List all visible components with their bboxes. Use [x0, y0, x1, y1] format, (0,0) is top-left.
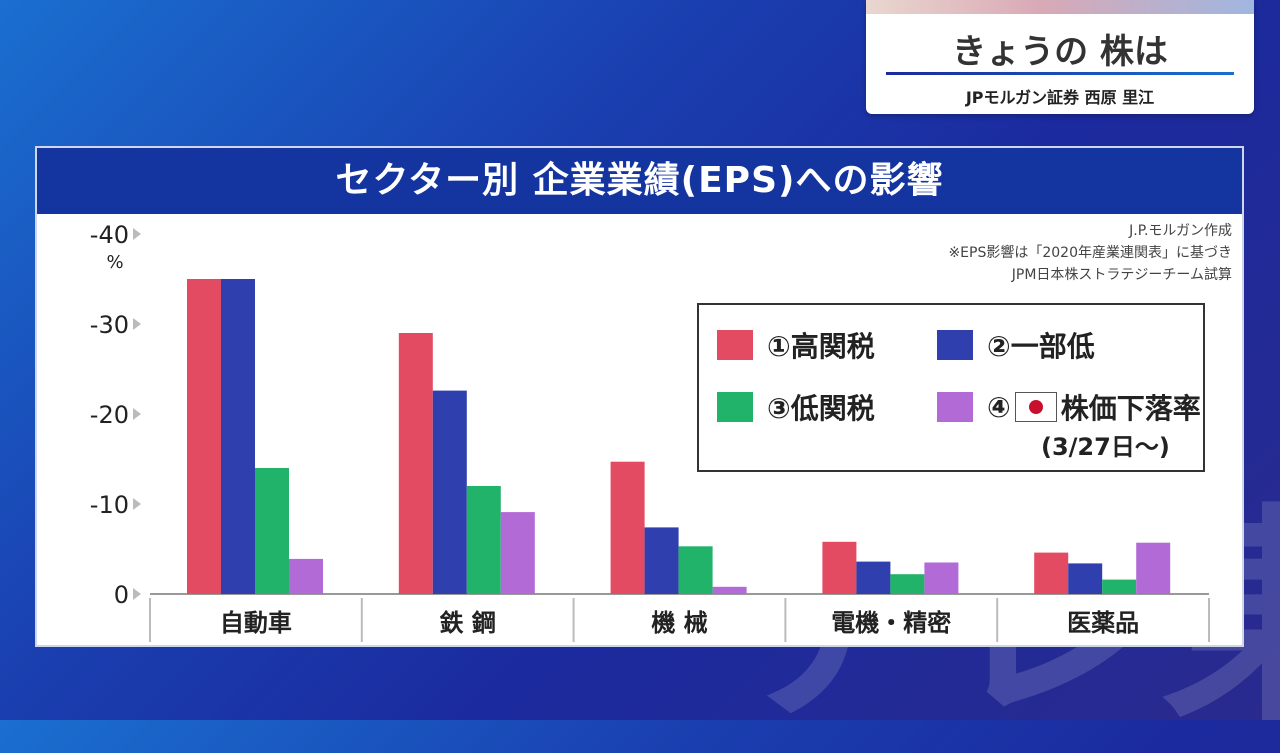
legend-label: 株価下落率 [1060, 392, 1201, 425]
bar [289, 558, 323, 594]
bar [712, 586, 747, 594]
legend-swatch-series-1 [717, 330, 753, 360]
chart-title: セクター別 企業業績(EPS)への影響 [37, 148, 1242, 214]
title-divider [886, 72, 1234, 75]
bar [678, 546, 713, 594]
bar [1102, 579, 1137, 594]
title-card-strip [866, 0, 1254, 14]
x-tick-label: 機 械 [651, 609, 707, 637]
y-tick-arrow [133, 588, 141, 600]
bar [466, 486, 501, 594]
legend-item: ①高関税 [717, 327, 875, 363]
y-tick-label: 0 [114, 581, 129, 609]
legend-item: ④ 株価下落率 [937, 389, 1201, 425]
y-tick-arrow [133, 318, 141, 330]
bar [924, 562, 959, 594]
chart-legend: ①高関税 ②一部低 ③低関税 ④ 株価下落率 (3/27日〜) [697, 303, 1205, 472]
credit-line: J.P.モルガン作成 [1129, 223, 1232, 239]
program-title-card: きょうの 株は JPモルガン証券 西原 里江 [866, 0, 1254, 114]
bar [398, 333, 433, 594]
y-tick-arrow [133, 408, 141, 420]
legend-label: ③低関税 [767, 392, 875, 425]
legend-swatch-series-2 [937, 330, 973, 360]
bar [432, 390, 467, 594]
bar [255, 468, 289, 594]
legend-label: ②一部低 [987, 330, 1095, 363]
y-tick-arrow [133, 498, 141, 510]
x-tick-label: 電機・精密 [831, 609, 951, 637]
legend-swatch-series-4 [937, 392, 973, 422]
chart-panel: セクター別 企業業績(EPS)への影響 J.P.モルガン作成 ※EPS影響は「2… [35, 146, 1244, 647]
bar [610, 461, 645, 594]
bar [822, 541, 857, 594]
y-tick-label: -40 [90, 221, 129, 249]
bar [221, 279, 255, 594]
y-tick-label: -10 [90, 491, 129, 519]
presenter-name: JPモルガン証券 西原 里江 [965, 88, 1155, 107]
legend-swatch-series-3 [717, 392, 753, 422]
legend-item: ③低関税 [717, 389, 875, 425]
x-tick-label: 鉄 鋼 [440, 609, 496, 637]
chart-credits: J.P.モルガン作成 ※EPS影響は「2020年産業連関表」に基づき JPM日本… [948, 220, 1232, 286]
bar-chart: -40 -30 -20 -10 0% 自動車 鉄 鋼 機 械 電機・精密 医薬品 [90, 221, 1210, 642]
x-tick-label: 医薬品 [1067, 609, 1139, 637]
bar [1136, 542, 1171, 594]
y-tick-arrow [133, 228, 141, 240]
japan-flag-icon [1014, 392, 1057, 422]
bar [500, 512, 535, 594]
y-tick-label: -20 [90, 401, 129, 429]
bar [856, 561, 891, 594]
legend-note: (3/27日〜) [1041, 433, 1170, 461]
legend-label: ④ [987, 390, 1011, 424]
bar [890, 574, 925, 594]
credit-line: JPM日本株ストラテジーチーム試算 [1011, 267, 1232, 283]
bar [644, 527, 679, 594]
y-axis-unit: % [106, 252, 123, 273]
program-title: きょうの 株は [952, 32, 1168, 72]
legend-item: ②一部低 [937, 327, 1095, 363]
y-tick-label: -30 [90, 311, 129, 339]
credit-line: ※EPS影響は「2020年産業連関表」に基づき [948, 245, 1232, 261]
legend-label: ①高関税 [767, 330, 875, 363]
x-tick-label: 自動車 [220, 609, 292, 637]
bar [1034, 552, 1069, 594]
bar [1068, 563, 1103, 594]
bar [187, 279, 221, 594]
